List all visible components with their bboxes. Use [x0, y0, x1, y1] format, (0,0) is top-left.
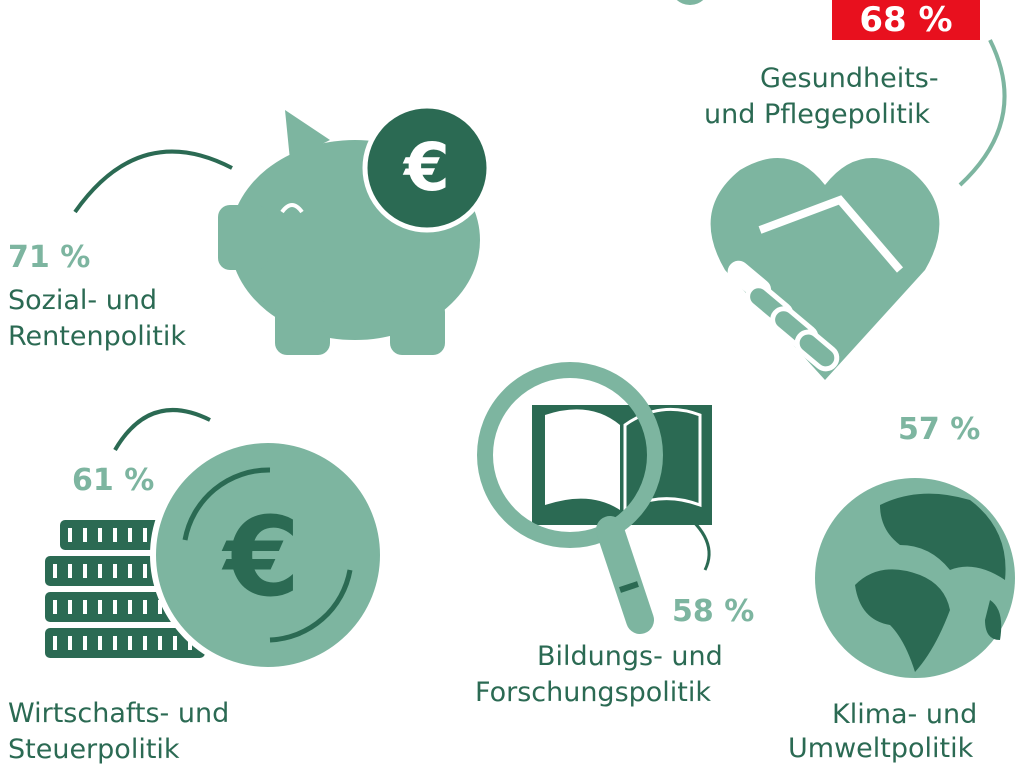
percent-bildung: 58 %: [672, 594, 755, 629]
label-sozial-line2: Rentenpolitik: [8, 321, 186, 352]
label-gesundheit-line1: Gesundheits-: [760, 63, 939, 94]
percent-klima: 57 %: [898, 412, 981, 447]
percent-gesundheit-highlight: 68 %: [832, 0, 980, 40]
piggy-bank-euro-icon: €: [218, 103, 492, 355]
globe-icon: [815, 478, 1015, 678]
arc-decoration: [113, 408, 211, 452]
label-klima-line1: Klima- und: [832, 699, 978, 730]
partial-circle-decoration: [676, 0, 704, 5]
coins-euro-icon: €: [45, 437, 386, 673]
percent-sozial: 71 %: [8, 240, 91, 275]
label-gesundheit-line2: und Pflegepolitik: [704, 99, 930, 130]
label-sozial-line1: Sozial- und: [8, 285, 158, 316]
svg-text:€: €: [402, 129, 450, 206]
label-wirtschaft-line1: Wirtschafts- und: [8, 698, 230, 729]
percent-wirtschaft: 61 %: [72, 463, 155, 498]
label-bildung-line1: Bildungs- und: [537, 641, 723, 672]
label-klima-line2: Umweltpolitik: [788, 733, 974, 764]
arc-decoration: [73, 149, 233, 214]
book-magnifier-icon: [477, 362, 712, 634]
label-wirtschaft-line2: Steuerpolitik: [8, 734, 180, 765]
arc-decoration: [958, 39, 1007, 187]
label-bildung-line2: Forschungspolitik: [475, 677, 712, 708]
heart-handshake-icon: [710, 158, 940, 380]
svg-text:€: €: [221, 493, 301, 621]
